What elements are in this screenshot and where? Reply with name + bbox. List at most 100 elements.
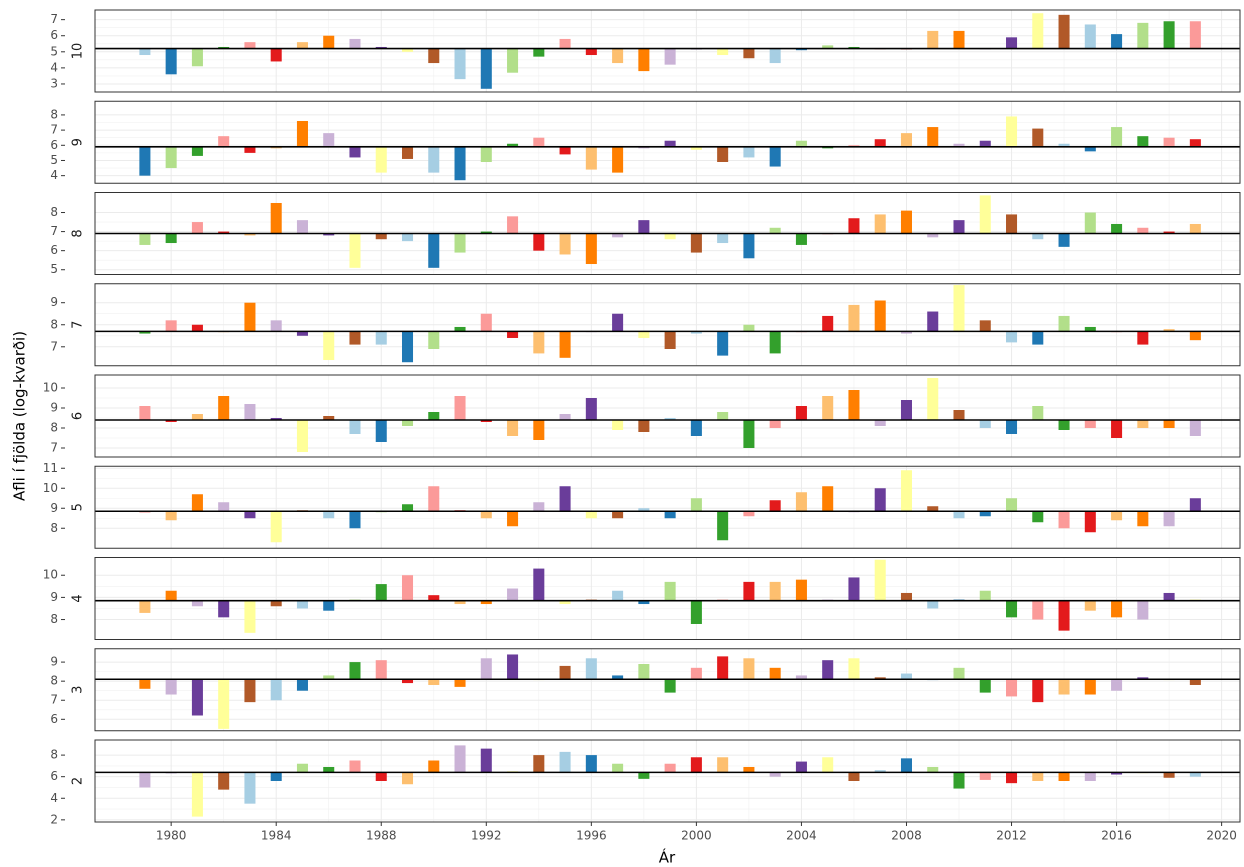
y-axis-title: Afli í fjölda (log-kvarði): [11, 331, 29, 501]
bar: [1111, 34, 1123, 49]
x-tick-label: 2020: [1206, 829, 1237, 843]
bar: [795, 406, 807, 420]
bar: [401, 331, 414, 363]
bar: [375, 331, 387, 345]
bar: [638, 772, 650, 779]
strip-label: 6: [71, 412, 86, 420]
bar: [296, 220, 308, 234]
bar: [375, 772, 387, 781]
bar: [822, 45, 834, 49]
y-tick-label: 7: [50, 224, 58, 238]
bar: [559, 600, 571, 605]
bar: [428, 146, 440, 173]
bar: [165, 146, 177, 169]
bar: [717, 331, 729, 356]
bar: [533, 420, 545, 440]
panel-border: [94, 192, 1241, 275]
bar: [296, 679, 308, 691]
bar: [559, 414, 571, 420]
bar: [1032, 772, 1044, 781]
bar: [795, 579, 807, 601]
bar: [559, 38, 571, 49]
strip-label: 3: [71, 686, 86, 694]
bar: [244, 404, 256, 420]
bar: [664, 511, 676, 519]
bar: [480, 600, 492, 605]
panel-border: [94, 9, 1241, 93]
bar: [585, 233, 597, 265]
bar: [507, 511, 519, 527]
bar: [270, 679, 282, 701]
bar: [743, 766, 755, 773]
bar: [480, 420, 492, 422]
bar: [323, 331, 335, 361]
panel-border: [94, 739, 1241, 823]
bar: [953, 285, 965, 332]
panel-border: [94, 648, 1241, 732]
y-tick-label: 2: [50, 812, 58, 826]
bar: [927, 311, 939, 332]
bar: [1006, 37, 1018, 49]
bar: [769, 227, 781, 234]
bar: [1032, 233, 1044, 240]
strip-label: 10: [71, 43, 86, 60]
bar: [270, 48, 282, 62]
bar: [927, 30, 939, 49]
bar: [690, 233, 702, 253]
bar: [533, 331, 545, 354]
y-tick-label: 6: [50, 138, 58, 152]
bar: [270, 772, 282, 781]
bar: [848, 46, 860, 49]
bar: [1032, 128, 1044, 147]
bar: [612, 233, 624, 238]
bar: [1163, 231, 1175, 234]
bar: [900, 331, 912, 334]
bar: [927, 378, 939, 420]
bar: [979, 772, 991, 780]
bar: [349, 146, 361, 158]
x-tick-label: 1988: [366, 829, 397, 843]
bar: [1111, 679, 1123, 691]
bar: [559, 751, 571, 773]
bar: [1189, 223, 1201, 234]
bar: [769, 500, 781, 512]
bar: [1084, 679, 1096, 695]
bar: [822, 486, 834, 512]
x-tick-label: 1996: [576, 829, 607, 843]
bar: [191, 324, 203, 332]
bar: [533, 48, 545, 57]
bar: [848, 390, 860, 420]
x-tick-label: 2000: [681, 829, 712, 843]
bar: [244, 233, 256, 236]
y-tick-label: 8: [50, 317, 58, 331]
y-tick-label: 5: [50, 262, 58, 276]
bar: [1058, 511, 1070, 529]
bar: [428, 331, 440, 349]
bar: [244, 511, 256, 519]
bar: [401, 679, 414, 684]
bar: [401, 420, 414, 426]
bar: [1084, 420, 1096, 428]
bar: [507, 331, 519, 338]
bar: [401, 575, 414, 601]
panel-background: [95, 375, 1240, 457]
bar: [139, 233, 151, 245]
y-tick-label: 4: [50, 168, 58, 182]
bar: [1137, 331, 1149, 345]
bar: [1084, 600, 1096, 611]
bar: [454, 745, 466, 773]
bar: [585, 48, 597, 56]
bar: [585, 398, 597, 420]
bar: [638, 331, 650, 338]
bar: [717, 233, 729, 244]
bar: [953, 220, 965, 234]
bar: [743, 511, 755, 517]
y-tick-label: 6: [50, 28, 58, 42]
bar: [428, 486, 440, 512]
bar: [927, 127, 939, 147]
bar: [848, 658, 860, 680]
bar: [1032, 511, 1044, 523]
x-tick-label: 1984: [261, 829, 292, 843]
bar: [139, 679, 151, 689]
